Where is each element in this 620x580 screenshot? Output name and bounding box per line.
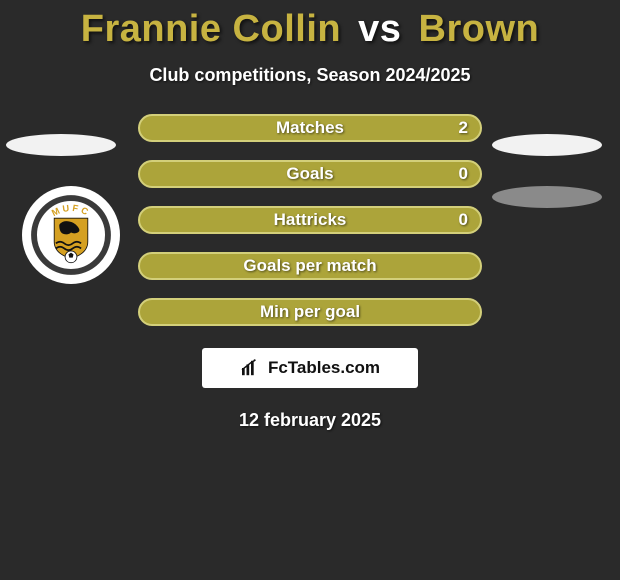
stat-label: Goals per match: [243, 256, 376, 276]
stat-right-value: 2: [459, 116, 468, 140]
comparison-title: Frannie Collin vs Brown: [0, 8, 620, 51]
bar-chart-icon: [240, 359, 262, 377]
stat-right-value: 0: [459, 162, 468, 186]
player1-name: Frannie Collin: [81, 8, 341, 50]
stat-row-goals-per-match: Goals per match: [138, 252, 482, 280]
fctables-brand-box: FcTables.com: [202, 348, 418, 388]
right-club-pill-1: [492, 186, 602, 208]
left-club-pill: [6, 134, 116, 156]
stat-label: Hattricks: [274, 210, 347, 230]
stat-right-value: 0: [459, 208, 468, 232]
stat-label: Matches: [276, 118, 344, 138]
stat-label: Goals: [286, 164, 333, 184]
title-vs: vs: [358, 8, 401, 50]
stat-row-matches: Matches 2: [138, 114, 482, 142]
season-subtitle: Club competitions, Season 2024/2025: [0, 65, 620, 86]
stats-container: Matches 2 Goals 0 Hattricks 0 Goals per …: [138, 114, 482, 326]
stat-row-goals: Goals 0: [138, 160, 482, 188]
date-text: 12 february 2025: [0, 410, 620, 431]
stat-label: Min per goal: [260, 302, 360, 322]
fctables-brand-text: FcTables.com: [268, 358, 380, 378]
stat-row-hattricks: Hattricks 0: [138, 206, 482, 234]
right-club-pill-0: [492, 134, 602, 156]
stat-row-min-per-goal: Min per goal: [138, 298, 482, 326]
player2-name: Brown: [419, 8, 540, 50]
left-club-badge: MUFC: [22, 186, 120, 284]
club-crest-icon: MUFC: [29, 193, 113, 277]
